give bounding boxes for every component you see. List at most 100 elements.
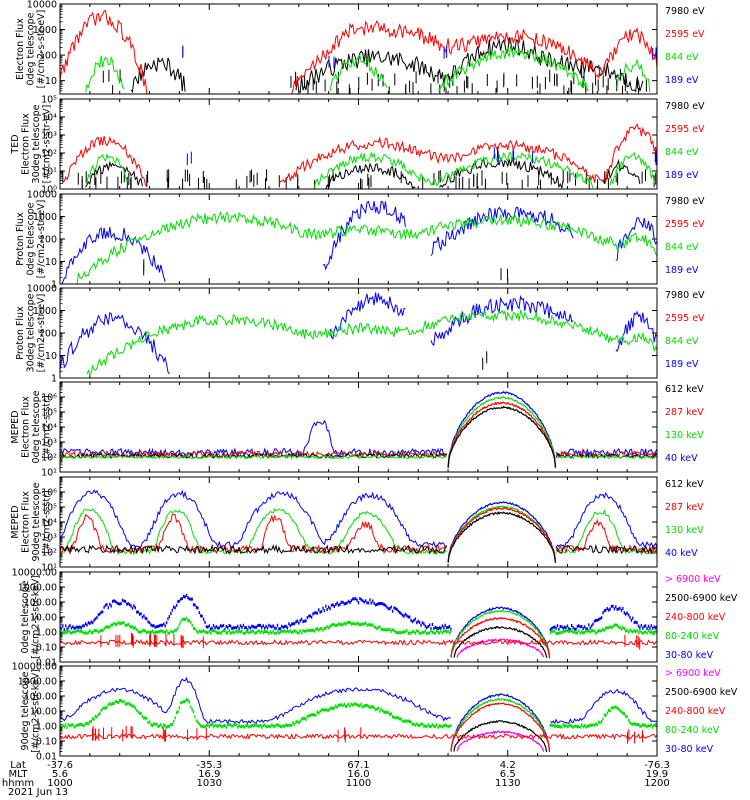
footer-mlt-label: 5.6	[52, 769, 68, 780]
y-tick-label: 1.00	[36, 628, 57, 639]
y-axis-label-line: [#/cm2-s-str-keV]	[31, 669, 42, 753]
legend-entry-3: 130 keV	[665, 525, 704, 536]
legend-entry-1: 7980 eV	[665, 6, 705, 17]
y-axis-label-line: 90deg telescope	[31, 482, 42, 561]
legend-entry-3: 844 eV	[665, 147, 699, 158]
series-ticks-black	[102, 65, 647, 94]
y-axis-label-line: 90deg telescope	[20, 671, 31, 750]
row-label-mlt: MLT	[9, 769, 29, 780]
series-line-green	[86, 308, 657, 376]
footer-lat-label: -35.3	[196, 760, 222, 771]
y-tick-label: 1000	[33, 25, 57, 36]
y-tick-label: 10⁵	[41, 95, 57, 106]
legend-entry-2: 287 keV	[665, 502, 704, 513]
series-line-green	[60, 698, 657, 729]
y-axis-label-line: MEPED	[10, 410, 21, 443]
series-line-green	[60, 616, 657, 635]
plot-area	[60, 676, 657, 753]
belt-curve-magenta	[456, 730, 545, 752]
y-tick-label: 10⁴	[41, 113, 57, 124]
series-line-black	[60, 543, 657, 555]
series-line-green	[60, 454, 657, 460]
series-line-blue	[60, 676, 657, 725]
y-tick-label: 10⁶	[41, 488, 57, 499]
series-line-green	[76, 210, 657, 284]
y-tick-label: 1	[51, 280, 57, 291]
y-tick-label: 1	[51, 374, 57, 385]
y-axis-label: MEPEDElectron Flux0deg telescope[#/cm2-s…	[10, 390, 53, 463]
series-line-red	[60, 9, 657, 94]
y-tick-label: 10000	[27, 190, 57, 201]
footer-mlt-label: 6.5	[500, 769, 516, 780]
y-axis-label-line: [#/cm2-s-str-eV]	[36, 200, 47, 279]
series-line-red	[62, 123, 657, 188]
chart-panel-7: 0.01 0.10 1.00 10.00 100.00 1000.00 10000.000d…	[12, 568, 738, 669]
y-axis-label-line: Electron Flux	[15, 18, 26, 80]
legend-entry-4: 189 eV	[665, 75, 699, 86]
legend-entry-3: 844 eV	[665, 336, 699, 347]
y-axis-label-line: Proton Flux	[15, 212, 26, 266]
series-line-blue	[60, 488, 657, 549]
legend-entry-4: 189 eV	[665, 265, 699, 276]
footer-lat-label: -37.6	[47, 760, 73, 771]
footer-hhmm-label: 1000	[47, 778, 72, 789]
y-tick-label: 10000	[27, 284, 57, 295]
y-axis-label: Electron Flux0deg telescope[#/cm2-s-str-…	[15, 10, 47, 89]
belt-curve-green	[447, 396, 557, 469]
y-axis-label-line: [#/cm2-s-str]	[42, 395, 53, 458]
legend-entry-4: 189 eV	[665, 359, 699, 370]
series-ticks-blue	[182, 45, 657, 69]
y-tick-label: 10⁴	[41, 518, 57, 529]
y-tick-label: 10⁰	[41, 185, 57, 196]
y-tick-label: 100	[39, 51, 57, 62]
footer-lat-label: -76.3	[644, 760, 670, 771]
series-line-green	[85, 45, 651, 93]
legend-entry-2: 2500-6900 keV	[665, 593, 738, 604]
belt-curve-blue	[450, 693, 551, 753]
legend-entry-4: 40 keV	[665, 453, 698, 464]
legend-entry-2: 2595 eV	[665, 124, 705, 135]
y-tick-label: 10³	[41, 131, 57, 142]
series-line-red	[60, 639, 657, 646]
footer-mlt-label: 19.9	[646, 769, 668, 780]
legend-entry-2: 287 keV	[665, 407, 704, 418]
belt-curve-black	[453, 625, 548, 658]
panel-frame	[59, 476, 658, 568]
y-axis-label-line: 0deg telescope	[20, 580, 31, 653]
y-tick-label: 10⁵	[41, 408, 57, 419]
series-line-black	[85, 156, 641, 189]
belt-curve-green	[450, 697, 551, 752]
series-ticks-blue	[186, 146, 657, 166]
belt-curve-black	[453, 719, 548, 753]
y-tick-label: 1000.00	[18, 677, 57, 688]
y-tick-label: 100.00	[24, 692, 57, 703]
belt-curve-red	[450, 702, 551, 752]
panel-frame	[59, 193, 658, 285]
y-axis-label-line: Electron Flux	[21, 491, 32, 553]
legend-entry-4: 40 keV	[665, 548, 698, 559]
y-tick-label: 100.00	[24, 598, 57, 609]
panel-frame	[59, 381, 658, 473]
plot-area	[61, 200, 657, 284]
y-tick-label: 10³	[41, 533, 57, 544]
y-tick-label: 10¹	[41, 563, 57, 574]
plot-area	[60, 488, 657, 564]
series-line-red	[60, 513, 657, 555]
legend-entry-2: 2500-6900 keV	[665, 687, 738, 698]
series-line-blue	[61, 200, 657, 284]
footer-lat-label: 4.2	[500, 760, 516, 771]
plot-area	[62, 123, 657, 189]
y-tick-label: 1000.00	[18, 583, 57, 594]
legend-entry-3: 844 eV	[665, 242, 699, 253]
belt-curve-black	[447, 405, 557, 468]
plot-area	[60, 593, 657, 659]
plot-area	[60, 9, 657, 94]
y-tick-label: 10¹	[41, 468, 57, 479]
y-tick-label: 10.00	[30, 707, 57, 718]
series-line-blue	[60, 292, 657, 375]
y-tick-label: 10¹	[41, 167, 57, 178]
